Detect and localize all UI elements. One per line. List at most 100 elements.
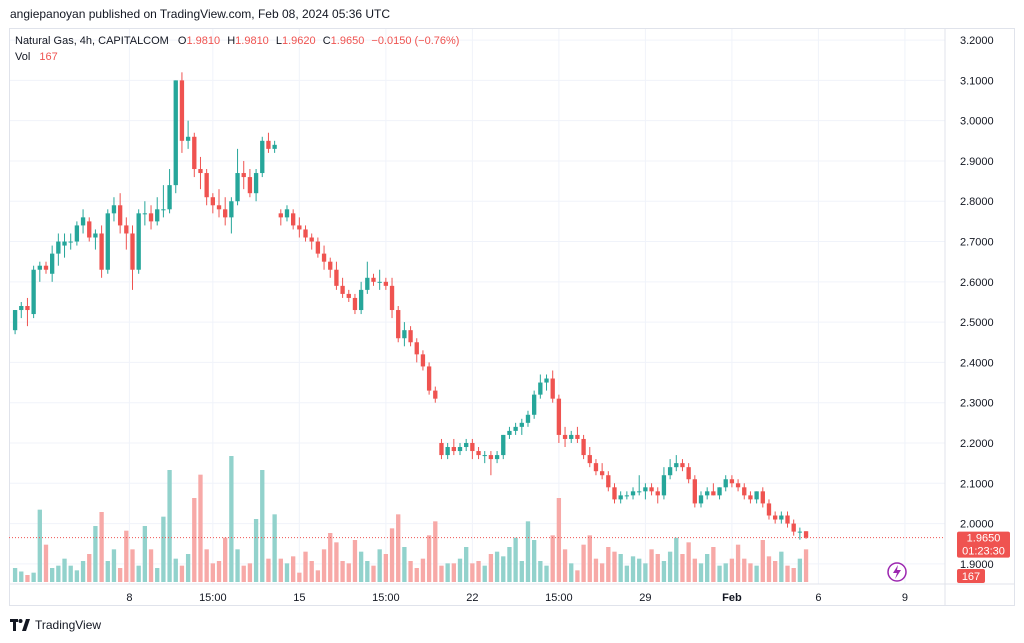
candle-body — [624, 495, 630, 497]
candle-body — [291, 213, 296, 226]
volume-bar — [464, 547, 469, 582]
x-tick-label: Feb — [722, 592, 742, 604]
candle-body — [488, 455, 494, 460]
candle-body — [766, 503, 772, 516]
volume-bar — [43, 544, 49, 582]
volume-bar — [482, 565, 487, 582]
candle-body — [649, 487, 654, 492]
volume-bar — [229, 456, 234, 582]
candle-body — [371, 277, 376, 282]
volume-bar — [247, 563, 253, 582]
candle-body — [93, 233, 98, 238]
candle-body — [667, 467, 673, 476]
volume-bar — [494, 551, 500, 582]
volume-bar — [223, 537, 228, 582]
volume-bar — [439, 565, 444, 582]
candle-body — [260, 140, 265, 174]
volume-bar — [754, 565, 759, 582]
candle-body — [612, 487, 617, 500]
y-tick-label: 2.7000 — [960, 237, 994, 249]
candle-body — [599, 471, 605, 476]
candle-body — [748, 495, 753, 500]
candle-body — [531, 394, 537, 415]
candle-body — [43, 265, 49, 270]
candle-body — [562, 434, 568, 439]
volume-tag-box — [957, 569, 985, 583]
volume-bar — [56, 565, 61, 582]
volume-bar — [74, 570, 80, 582]
volume-bar — [531, 540, 537, 582]
volume-bar — [179, 565, 185, 582]
footer-brand[interactable]: TradingView — [10, 618, 101, 632]
volume-bar — [352, 540, 358, 582]
candle-body — [321, 253, 327, 262]
y-tick-label: 2.0000 — [960, 519, 994, 531]
candle-body — [161, 209, 166, 211]
candle-body — [507, 430, 512, 435]
candle-body — [247, 177, 253, 194]
legend-open: 1.9810 — [186, 35, 221, 47]
candle-body — [334, 269, 339, 286]
volume-bar — [93, 526, 98, 582]
candle-body — [12, 310, 18, 331]
volume-bar — [260, 470, 265, 582]
volume-bar — [185, 554, 191, 582]
candle-body — [445, 447, 450, 456]
price-tag-box — [957, 531, 1010, 558]
volume-bar — [87, 554, 92, 582]
candle-body — [618, 495, 623, 500]
candle-body — [272, 144, 277, 149]
volume-bar — [99, 512, 104, 582]
volume-bar — [136, 565, 141, 582]
candle-body — [37, 265, 42, 270]
volume-bar — [445, 563, 450, 582]
volume-bar — [235, 549, 240, 582]
volume-bar — [365, 561, 370, 582]
volume-bar — [723, 563, 728, 582]
candle-body — [278, 213, 283, 218]
candle-body — [62, 241, 67, 246]
y-tick-label: 2.4000 — [960, 357, 994, 369]
volume-bar — [198, 474, 203, 582]
volume-bar — [729, 558, 735, 582]
volume-bar — [142, 526, 148, 582]
candle-body — [389, 285, 395, 311]
candle-body — [340, 285, 345, 294]
volume-bar — [544, 565, 549, 582]
volume-bar — [717, 565, 722, 582]
candle-body — [550, 378, 555, 399]
candle-body — [25, 306, 30, 311]
volume-bar — [105, 561, 110, 582]
candle-body — [266, 140, 271, 149]
candle-body — [223, 209, 228, 218]
volume-bar — [309, 561, 314, 582]
volume-bar — [173, 558, 178, 582]
legend-close: 1.9650 — [330, 35, 365, 47]
volume-bar — [80, 561, 86, 582]
volume-bar — [321, 549, 327, 582]
volume-bar — [630, 556, 636, 582]
candle-body — [556, 398, 562, 435]
candle-body — [575, 434, 580, 439]
candle-body — [470, 442, 475, 452]
candle-body — [358, 289, 364, 311]
volume-bar — [148, 549, 154, 582]
legend-close-label: C — [322, 35, 331, 47]
lightning-bolt-shape — [893, 565, 901, 579]
x-tick-label: 22 — [466, 592, 478, 604]
volume-bar — [204, 549, 209, 582]
candle-body — [692, 479, 697, 504]
volume-bar — [667, 551, 673, 582]
candle-body — [130, 233, 135, 270]
legend-high: 1.9810 — [235, 35, 269, 47]
candle-body — [80, 217, 86, 226]
candle-body — [192, 136, 197, 170]
x-tick-label: 15:00 — [372, 592, 400, 604]
volume-bar — [408, 561, 413, 582]
candle-body — [797, 531, 803, 533]
volume-bar — [328, 533, 333, 582]
volume-bar — [130, 549, 135, 582]
candle-body — [210, 197, 215, 206]
candle-body — [494, 455, 500, 460]
